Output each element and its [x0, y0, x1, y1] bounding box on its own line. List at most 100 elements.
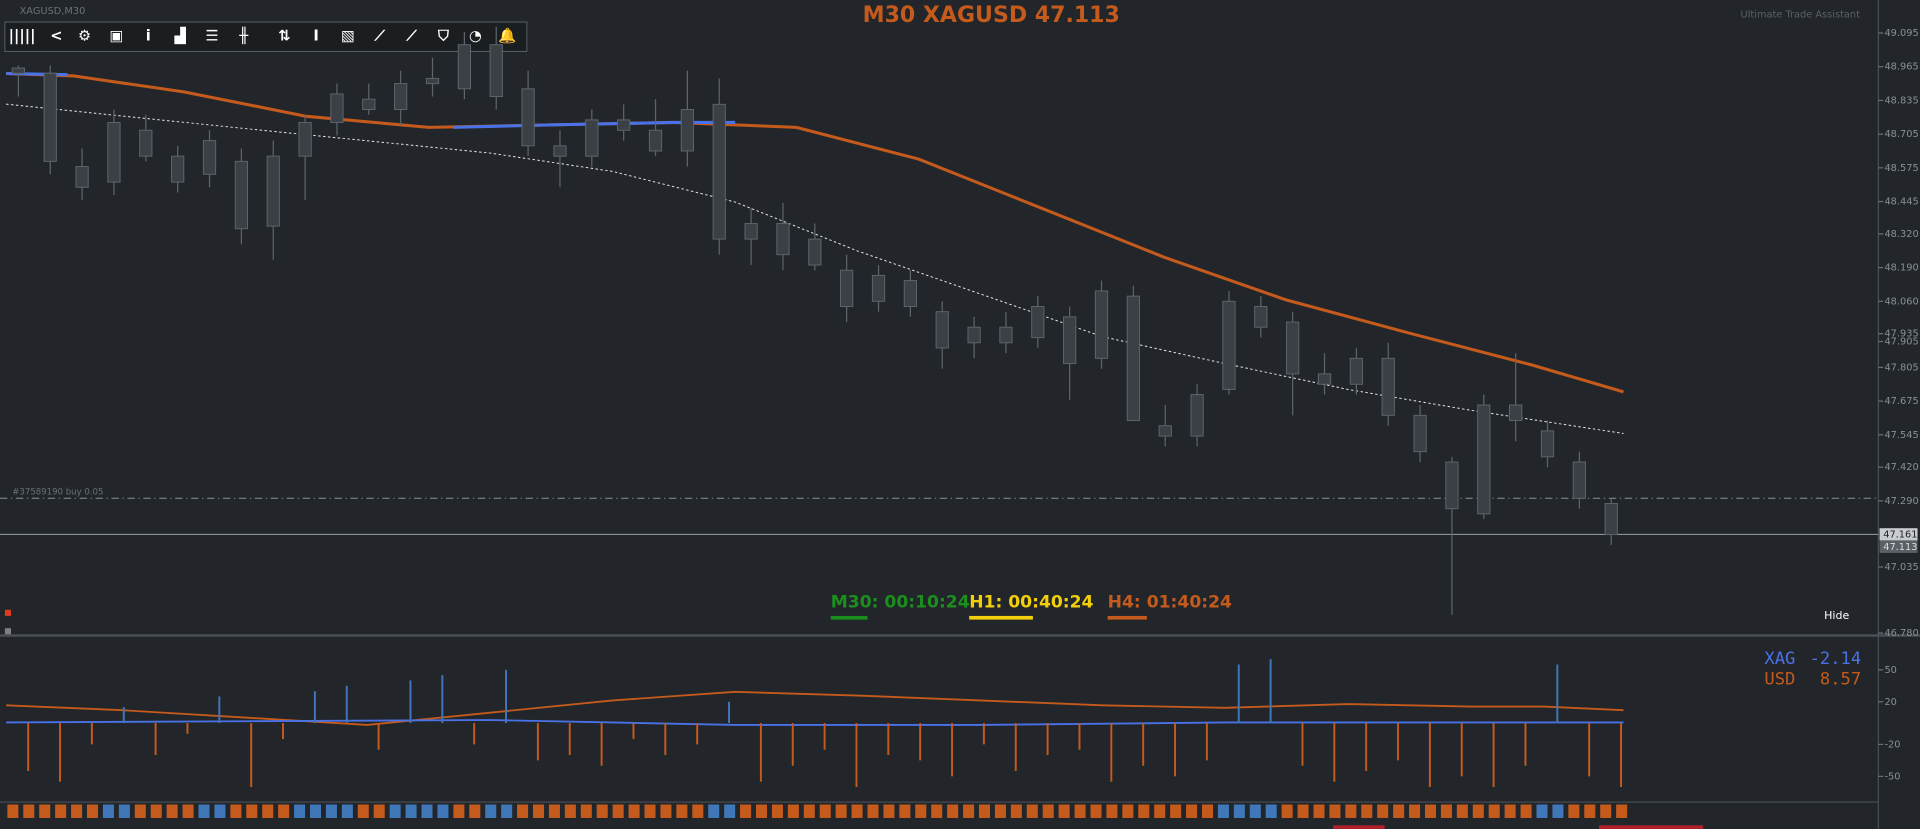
candle-body: [202, 140, 217, 175]
strength-cell: [341, 804, 353, 818]
strength-cell: [835, 804, 847, 818]
candle-body: [43, 72, 57, 162]
candle-body: [1381, 357, 1395, 416]
candle-body: [1509, 404, 1523, 422]
strength-cell: [1536, 804, 1548, 818]
y-tick-label: 47.035: [1884, 562, 1918, 573]
y-tick-label: 49.095: [1884, 28, 1918, 39]
strength-cell: [246, 804, 258, 818]
strength-cell: [740, 804, 752, 818]
timer-underline: [1107, 615, 1147, 620]
y-tick-label: 48.835: [1884, 95, 1918, 106]
strength-cell: [1504, 804, 1516, 818]
candles-button[interactable]: ╫: [238, 27, 248, 45]
candle-body: [712, 103, 726, 240]
strength-cell: [357, 804, 369, 818]
strength-cell: [134, 804, 146, 818]
strength-cell: [692, 804, 704, 818]
strength-cell: [1584, 804, 1596, 818]
hide-button-label[interactable]: Hide: [1824, 609, 1849, 622]
candle-body: [935, 311, 949, 349]
toolbar-frame: [4, 21, 528, 52]
candle-body: [680, 109, 694, 152]
strength-cell: [947, 804, 959, 818]
strength-cell: [708, 804, 720, 818]
strength-cell: [1010, 804, 1022, 818]
strength-cell: [501, 804, 513, 818]
strength-cell: [660, 804, 672, 818]
settings-button[interactable]: ⚙: [78, 28, 91, 45]
y-tick-label: 47.905: [1884, 336, 1918, 347]
pie-button[interactable]: ◔: [469, 28, 482, 45]
strength-cell: [963, 804, 975, 818]
strength-cell: [55, 804, 67, 818]
strength-cell: [309, 804, 322, 818]
candle-body: [999, 326, 1013, 344]
strength-cell: [102, 804, 114, 818]
status-marker: [4, 609, 12, 616]
signal-line: [6, 103, 1624, 434]
bid-box: [1879, 528, 1918, 541]
strength-cell: [1361, 804, 1373, 818]
bid-label: 47.161: [1883, 529, 1917, 540]
candle-body: [11, 67, 25, 74]
alert-marker: [1598, 825, 1704, 829]
assistant-label: Ultimate Trade Assistant: [1741, 10, 1861, 21]
strength-cell: [1138, 804, 1150, 818]
strength-cell: [294, 804, 306, 818]
screenshot-button[interactable]: ▣: [109, 28, 123, 45]
strength-cell: [931, 804, 943, 818]
y-tick-label: 47.805: [1884, 362, 1918, 373]
shield-button[interactable]: ⛉: [437, 28, 450, 45]
strength-cell: [1552, 804, 1564, 818]
strength-cell: [1424, 804, 1437, 818]
last-box: [1879, 540, 1918, 553]
y-tick-label: 48.320: [1884, 229, 1918, 240]
strength-cell: [1058, 804, 1070, 818]
candle-body: [617, 119, 631, 131]
collapse-button[interactable]: <: [50, 28, 62, 45]
strength-cell: [278, 804, 290, 818]
strength-cell: [644, 804, 656, 818]
strength-cell: [1249, 804, 1261, 818]
strength-cell: [1026, 804, 1038, 818]
strength-cell: [421, 804, 433, 818]
candle-body: [1349, 357, 1363, 385]
strength-cell: [214, 804, 226, 818]
alert-marker: [1333, 825, 1385, 829]
candle-body: [776, 223, 790, 256]
alert-button[interactable]: 🔔: [498, 28, 516, 45]
strength-cell: [7, 804, 19, 818]
candle-body: [1317, 373, 1332, 385]
candle-body: [1572, 461, 1586, 499]
draw-button[interactable]: ▧: [341, 28, 355, 45]
currency-name: USD: [1764, 670, 1795, 690]
y-tick-label: 46.780: [1884, 628, 1918, 639]
y-tick-label: 48.965: [1884, 62, 1918, 73]
strength-cell: [182, 804, 194, 818]
list-button[interactable]: ☰: [205, 28, 218, 45]
strength-cell: [1488, 804, 1500, 818]
strength-cell: [596, 804, 608, 818]
strength-cell: [548, 804, 560, 818]
candle-body: [1445, 461, 1459, 510]
strength-cell: [1265, 804, 1277, 818]
trend2-button[interactable]: ⟋: [406, 28, 419, 45]
range-button[interactable]: Ⅰ: [313, 28, 318, 45]
candle-body: [1254, 306, 1268, 328]
strength-cell: [230, 804, 242, 818]
candle-body: [1158, 425, 1172, 437]
y-tick-label: 48.445: [1884, 197, 1918, 208]
volume-button[interactable]: ▟: [174, 27, 186, 45]
y-tick-label: 48.190: [1884, 263, 1918, 274]
currency-value: 8.57: [1820, 670, 1861, 690]
y-tick-label: 47.290: [1884, 496, 1918, 507]
trend-button[interactable]: ⟋: [374, 28, 387, 45]
candle-body: [1604, 502, 1618, 536]
strength-cell: [453, 804, 465, 818]
info-button[interactable]: i: [146, 28, 151, 45]
candle-body: [1094, 290, 1109, 359]
trade-button[interactable]: ⇅: [278, 28, 290, 45]
timer: H1: 00:40:24: [969, 592, 1093, 612]
